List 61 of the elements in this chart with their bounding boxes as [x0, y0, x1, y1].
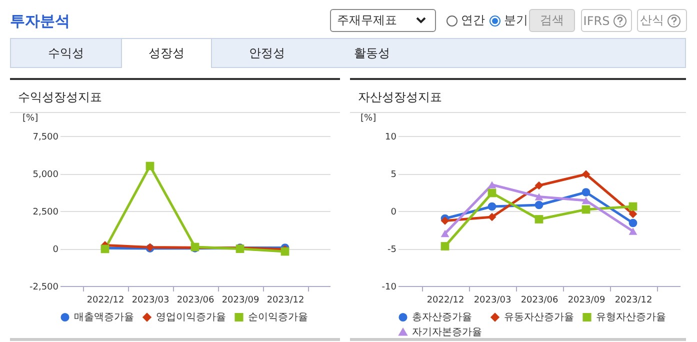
point — [534, 193, 544, 200]
point — [628, 202, 638, 211]
point — [488, 188, 496, 198]
text: 산식 — [640, 12, 664, 29]
point — [582, 196, 590, 204]
x-tick-label: 2023/12 — [614, 296, 652, 306]
text: IFRS — [583, 14, 610, 28]
x-tick-label: 2023/09 — [568, 296, 606, 306]
y-tick-label: -10 — [382, 282, 397, 292]
y-tick-label: 5,000 — [32, 170, 59, 180]
text: 안정성 — [248, 45, 286, 62]
y-tick-label: 10 — [385, 132, 397, 142]
text: 주재무제표 — [337, 12, 397, 29]
legend-label: 총자산증가율 — [412, 312, 472, 324]
point — [440, 230, 450, 238]
x-tick-label: 2023/06 — [176, 296, 214, 306]
legend-label: 유동자산증가율 — [504, 312, 574, 324]
point — [488, 212, 496, 222]
chart-title: 수익성장성지표 — [18, 89, 102, 106]
legend-label: 매출액증가율 — [74, 312, 134, 324]
chart-title: 자산성장성지표 — [358, 89, 442, 106]
point — [488, 202, 496, 211]
point — [628, 210, 638, 218]
point — [628, 218, 638, 228]
x-tick-label: 2023/12 — [266, 296, 304, 306]
point — [534, 181, 544, 190]
text: 성장성 — [121, 39, 212, 68]
x-tick-label: 2022/12 — [86, 296, 124, 306]
y-axis-title: [%] — [360, 114, 376, 124]
point — [582, 188, 590, 196]
legend-label: 유형자산증가율 — [596, 312, 666, 324]
y-tick-label: 7,500 — [32, 132, 59, 142]
point — [534, 200, 544, 210]
y-tick-label: 2,500 — [32, 208, 59, 218]
y-tick-label: 0 — [390, 208, 397, 218]
y-axis-title: [%] — [22, 114, 38, 124]
x-tick-label: 2023/03 — [474, 296, 512, 306]
point — [440, 242, 450, 250]
text: 연간 — [461, 12, 485, 29]
point — [582, 205, 590, 214]
x-tick-label: 2023/03 — [132, 296, 170, 306]
text: 검색 — [540, 12, 564, 29]
text: 투자분석 — [10, 12, 70, 31]
point — [582, 170, 590, 178]
y-tick-label: 5 — [390, 170, 396, 180]
x-tick-label: 2022/12 — [426, 296, 464, 306]
y-tick-label: -5 — [388, 245, 396, 255]
point — [534, 215, 544, 224]
text: 수익성 — [47, 45, 85, 62]
legend-label: 순이익증가율 — [248, 312, 308, 324]
y-tick-label: -2,500 — [29, 282, 59, 292]
x-tick-label: 2023/06 — [520, 296, 558, 306]
x-tick-label: 2023/09 — [222, 296, 260, 306]
point — [440, 216, 450, 225]
text: 활동성 — [353, 45, 391, 62]
point — [146, 162, 154, 170]
legend-label: 자기자본증가율 — [412, 327, 482, 338]
legend-label: 영업이익증가율 — [156, 312, 226, 324]
text: 분기 — [504, 12, 528, 29]
y-tick-label: 0 — [52, 245, 59, 255]
point — [628, 228, 638, 235]
